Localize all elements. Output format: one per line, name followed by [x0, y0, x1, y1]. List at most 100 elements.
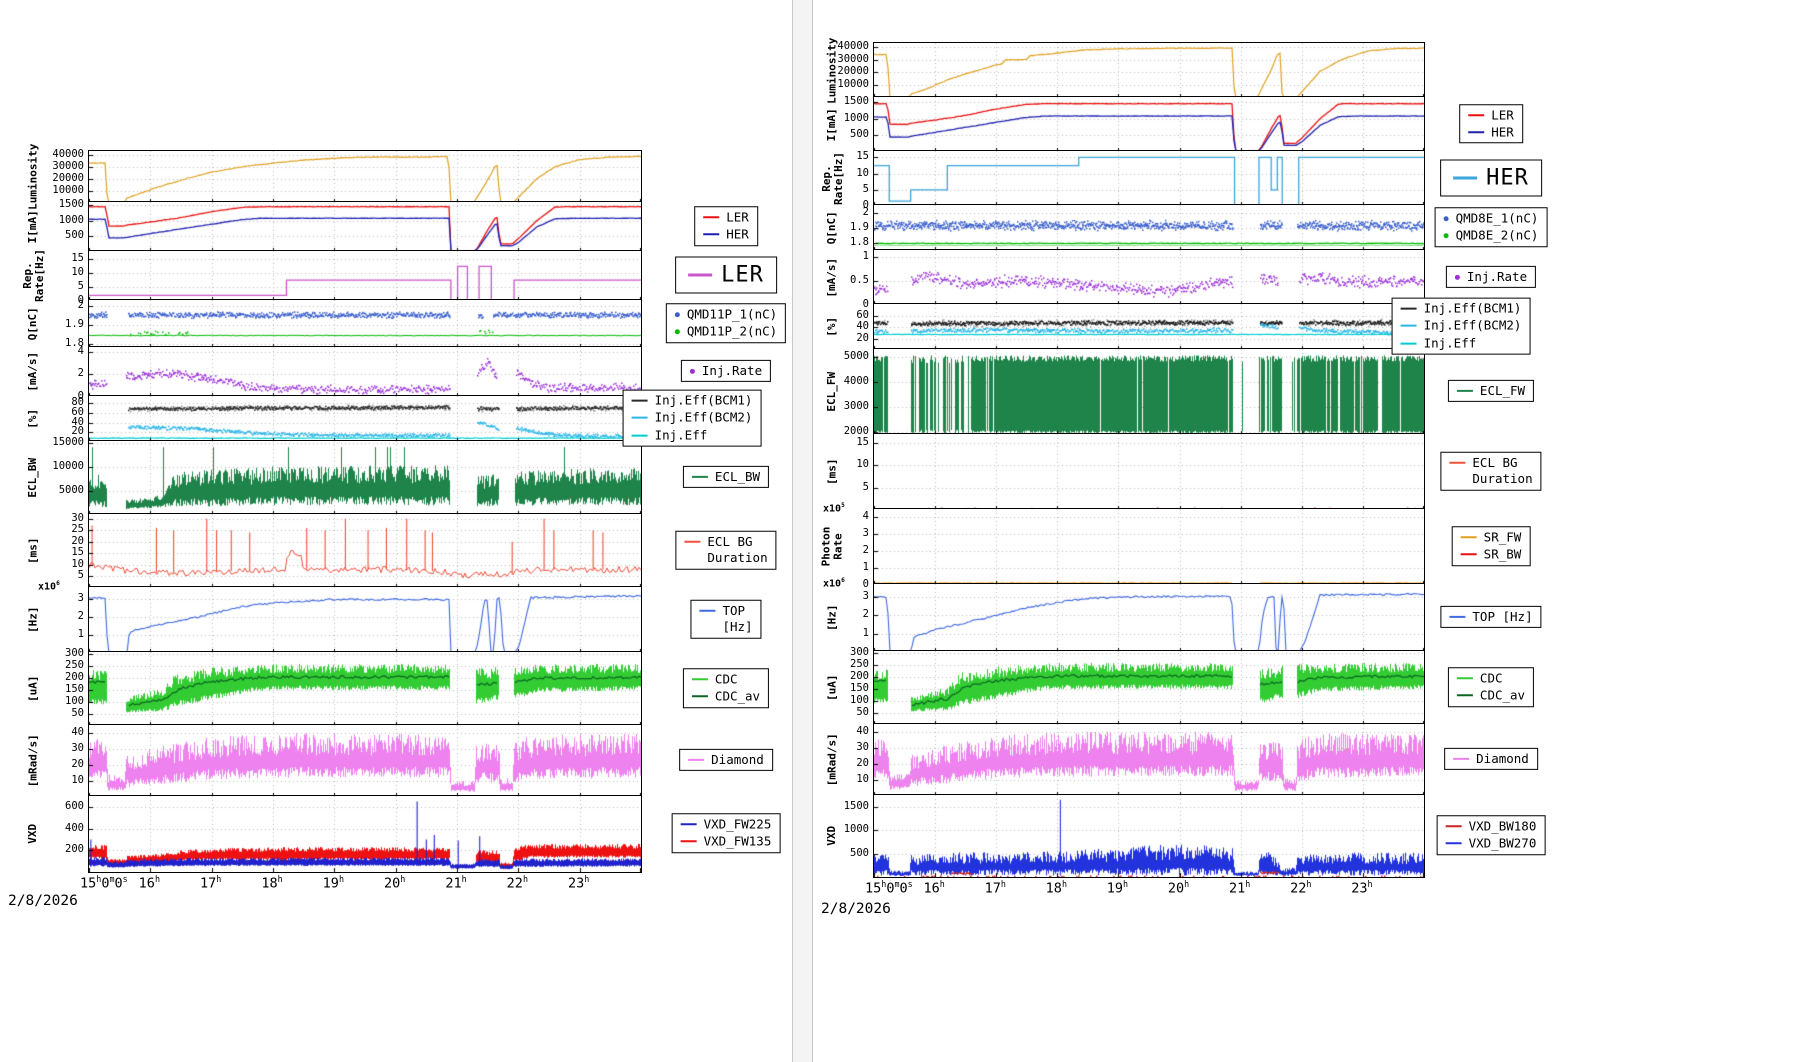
y-tick-label: 15: [71, 546, 84, 559]
legend-line-marker: [631, 434, 648, 437]
legend-item: Inj.Eff: [631, 427, 753, 443]
y-tick-label: 10: [71, 774, 84, 786]
legend-line-marker: [1456, 389, 1473, 392]
legend-line-marker: [703, 233, 720, 236]
legend-label: Inj.Eff: [654, 427, 708, 443]
legend-item: CDC_av: [691, 689, 760, 705]
plot-row-reprate: 15 10 5 0 Rep. Rate[Hz]: [819, 150, 1425, 211]
y-tick-label: 1: [862, 561, 869, 574]
axis-scale-label: x105: [822, 502, 846, 515]
legend-line-marker: [1400, 342, 1417, 345]
y-tick-label: 15: [856, 435, 869, 448]
y-tick-label: 30: [71, 742, 84, 754]
legend-label: TOP [Hz]: [722, 602, 753, 634]
legend-label: CDC: [1479, 670, 1503, 686]
y-tick-label: 30: [71, 511, 84, 524]
x-tick-label: 16h: [923, 879, 945, 897]
legend-line-marker: [1400, 307, 1417, 310]
y-axis-title: ECL_BW: [26, 458, 40, 498]
plot-row-current: 1500 1000 500 I[mA]: [26, 198, 642, 253]
legend-label: ECL_BW: [714, 468, 761, 484]
y-tick-label: 250: [65, 659, 84, 672]
y-tick-label: 60: [71, 405, 84, 418]
legend-label: HER: [1491, 124, 1514, 139]
legend-line-marker: [1449, 615, 1466, 618]
legend-item: CDC: [1456, 670, 1525, 686]
y-tick-label: 100: [65, 695, 84, 708]
legend-label: HER: [1486, 165, 1529, 190]
y-tick-label: 300: [850, 646, 869, 659]
legend-item: Diamond: [1453, 751, 1529, 767]
legend-line-marker: [1445, 825, 1462, 828]
plot-canvas-ecl_fw: [874, 349, 1424, 435]
y-tick-label: 50: [71, 707, 84, 720]
legend-label: SR_FW: [1483, 529, 1522, 545]
y-axis-title: Luminosity: [825, 37, 839, 104]
legend-reprate: HER: [1440, 159, 1542, 196]
y-tick-label: 4000: [843, 374, 869, 387]
y-tick-label: 15: [856, 150, 869, 163]
y-tick-label: 500: [850, 128, 869, 141]
legend-item: ECL BG Duration: [1449, 455, 1533, 488]
legend-item: CDC_av: [1456, 687, 1526, 704]
legend-line-marker: [680, 823, 697, 826]
x-tick-label: 18h: [261, 874, 283, 892]
x-tick-label: 23h: [1351, 879, 1373, 897]
y-tick-label: 1: [77, 628, 84, 641]
legend-dot-marker: [689, 368, 695, 374]
y-axis-title: [Hz]: [26, 606, 40, 634]
legend-line-marker: [691, 475, 708, 478]
y-tick-label: 1500: [58, 198, 84, 211]
legend-injeff: Inj.Eff(BCM1) Inj.Eff(BCM2) Inj.Eff: [1391, 297, 1531, 355]
y-tick-label: 40000: [52, 147, 84, 160]
plot-row-diamond: 40 30 20 10 [mRad/s]: [825, 723, 1425, 797]
y-tick-label: 10000: [837, 78, 869, 91]
plot-row-ecl_fw: 5000 4000 3000 2000 ECL_FW: [825, 348, 1425, 437]
y-tick-label: 1.8: [65, 337, 84, 350]
y-tick-label: 2: [862, 544, 869, 557]
plot-row-charge: 2 1.9 1.8 Q[nC]: [825, 204, 1425, 252]
plot-row-injrate: 4 2 0 [mA/s]: [26, 345, 642, 402]
y-tick-label: 10: [71, 557, 84, 570]
plot-canvas-top: [874, 584, 1424, 652]
axis-scale-label: x106: [37, 580, 61, 593]
legend-label: SR_BW: [1483, 546, 1522, 562]
y-tick-label: 20000: [52, 171, 84, 184]
legend-item: LER: [703, 209, 749, 225]
legend-dot-marker: [674, 312, 680, 318]
plot-canvas-reprate: [874, 151, 1424, 206]
y-axis-title: Photon Rate: [819, 527, 844, 567]
legend-line-marker: [699, 609, 716, 612]
y-tick-label: 300: [65, 647, 84, 660]
x-tick-label: 15h0m0s: [865, 879, 913, 897]
legend-label: Inj.Rate: [701, 362, 763, 378]
legend-label: QMD11P_1(nC): [686, 306, 778, 322]
legend-line-marker: [1460, 553, 1477, 556]
legend-item: QMD8E_2(nC): [1443, 228, 1538, 244]
y-tick-label: 25: [71, 523, 84, 536]
y-tick-label: 0: [77, 294, 84, 306]
y-axis-title: [mA/s]: [825, 257, 839, 298]
plot-canvas-injeff: [89, 396, 641, 442]
plot-canvas-cdc: [874, 651, 1424, 725]
y-tick-label: 10: [856, 166, 869, 179]
legend-item: QMD11P_2(nC): [674, 324, 777, 340]
legend-line-marker: [1456, 677, 1473, 680]
plot-row-ecl_bw: 15000 10000 5000 ECL_BW: [26, 436, 642, 516]
x-tick-label: 16h: [138, 874, 160, 892]
y-axis-title: Rep. Rate[Hz]: [20, 249, 46, 303]
legend-dot-marker: [1443, 233, 1449, 239]
y-tick-label: 20: [71, 534, 84, 547]
legend-label: CDC_av: [1479, 687, 1526, 703]
legend-charge: QMD8E_1(nC) QMD8E_2(nC): [1434, 207, 1548, 247]
y-tick-label: 50: [856, 706, 869, 719]
y-tick-label: 1500: [843, 799, 869, 812]
legend-line-marker: [1400, 324, 1417, 327]
y-tick-label: 15000: [52, 436, 84, 449]
y-axis-title: [Hz]: [825, 604, 839, 632]
y-tick-label: 150: [65, 683, 84, 696]
legend-item: Inj.Rate: [689, 362, 763, 379]
y-tick-label: 1: [862, 626, 869, 639]
legend-item: ECL_FW: [1456, 383, 1525, 399]
